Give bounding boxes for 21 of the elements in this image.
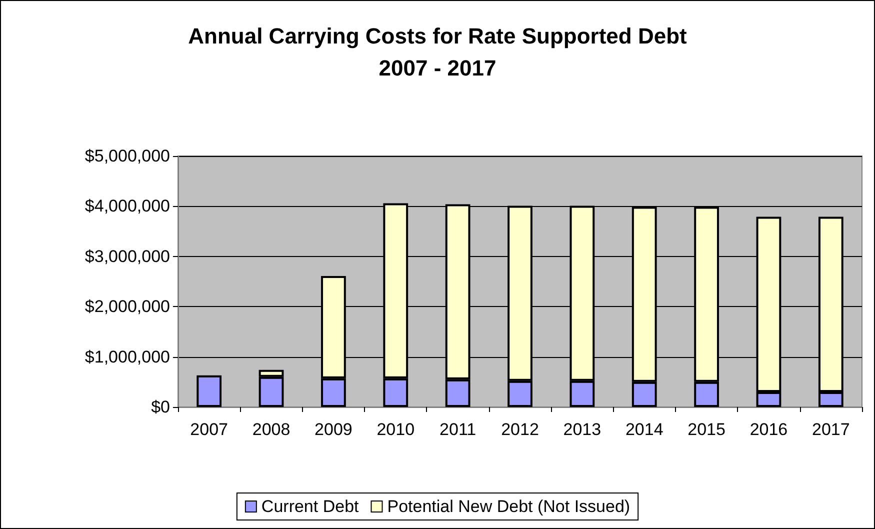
x-tick-label: 2012 [501, 420, 539, 439]
chart-title: Annual Carrying Costs for Rate Supported Debt 2007 - 2017 [188, 24, 688, 80]
legend-label: Current Debt [261, 497, 360, 516]
y-tick-label: $3,000,000 [84, 246, 170, 266]
x-tick-label: 2009 [314, 420, 352, 439]
legend-label: Potential New Debt (Not Issued) [387, 497, 630, 516]
x-tick-label: 2010 [376, 420, 415, 439]
x-tick-label: 2014 [625, 420, 664, 439]
x-tick-label: 2017 [812, 420, 850, 439]
x-tick-label: 2013 [563, 420, 602, 439]
y-tick-label: $5,000,000 [84, 146, 170, 166]
x-tick-label: 2008 [252, 420, 290, 439]
y-tick-label: $1,000,000 [84, 347, 170, 366]
x-tick-label: 2016 [750, 420, 788, 439]
x-tick-label: 2015 [688, 420, 726, 439]
y-tick-label: $0 [151, 398, 170, 416]
x-tick-label: 2011 [440, 420, 476, 439]
x-tick-label: 2007 [190, 420, 228, 439]
y-tick-label: $4,000,000 [84, 196, 170, 216]
bar [196, 375, 222, 407]
y-tick-label: $2,000,000 [84, 297, 170, 316]
